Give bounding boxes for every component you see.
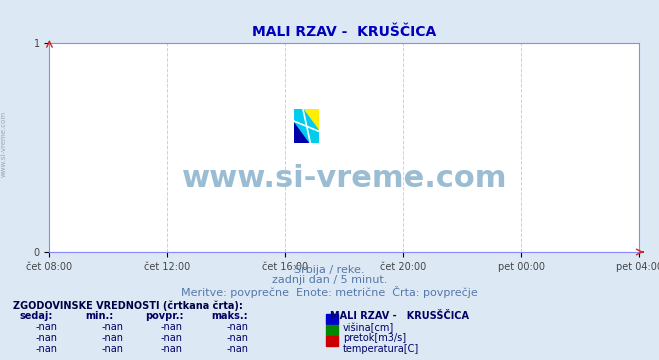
Text: -nan: -nan [101,344,123,354]
Text: -nan: -nan [35,322,57,332]
Text: min.:: min.: [86,311,114,321]
Text: maks.:: maks.: [211,311,248,321]
Text: -nan: -nan [35,344,57,354]
Text: pretok[m3/s]: pretok[m3/s] [343,333,406,343]
Text: MALI RZAV -   KRUSŠČICA: MALI RZAV - KRUSŠČICA [330,311,469,321]
Polygon shape [294,121,310,143]
Text: -nan: -nan [160,344,183,354]
Text: temperatura[C]: temperatura[C] [343,344,419,354]
Title: MALI RZAV -  KRUŠČICA: MALI RZAV - KRUŠČICA [252,25,436,39]
Text: sedaj:: sedaj: [20,311,53,321]
Polygon shape [303,109,319,131]
Text: www.si-vreme.com: www.si-vreme.com [182,165,507,193]
Text: -nan: -nan [160,333,183,343]
Text: -nan: -nan [101,322,123,332]
Text: Meritve: povprečne  Enote: metrične  Črta: povprečje: Meritve: povprečne Enote: metrične Črta:… [181,286,478,298]
Polygon shape [294,109,319,143]
Text: -nan: -nan [226,333,248,343]
Text: -nan: -nan [226,322,248,332]
Text: Srbija / reke.: Srbija / reke. [295,265,364,275]
Text: -nan: -nan [35,333,57,343]
Text: višina[cm]: višina[cm] [343,322,394,333]
Text: povpr.:: povpr.: [145,311,183,321]
Text: zadnji dan / 5 minut.: zadnji dan / 5 minut. [272,275,387,285]
Text: -nan: -nan [160,322,183,332]
Text: -nan: -nan [101,333,123,343]
Text: ZGODOVINSKE VREDNOSTI (črtkana črta):: ZGODOVINSKE VREDNOSTI (črtkana črta): [13,301,243,311]
Text: www.si-vreme.com: www.si-vreme.com [0,111,7,177]
Text: -nan: -nan [226,344,248,354]
